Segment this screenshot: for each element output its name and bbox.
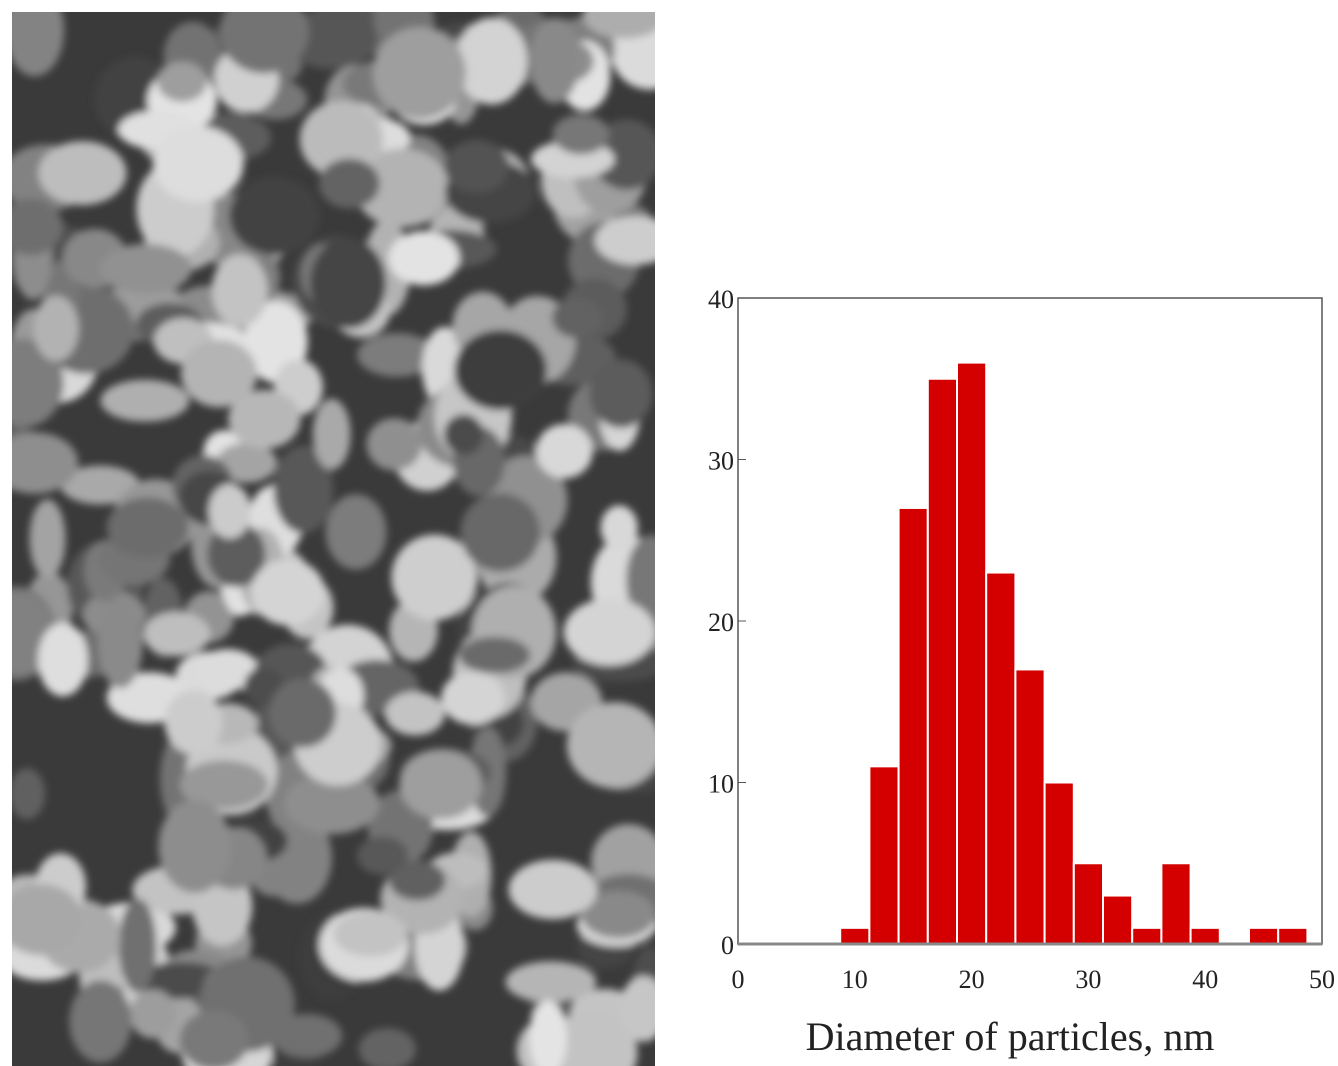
particle: [157, 62, 207, 102]
particle: [444, 414, 483, 454]
page: Diameter of particles, nm 0 10 20 30 40 0 10 20…: [0, 0, 1338, 1066]
particle: [509, 860, 598, 919]
particle: [506, 961, 597, 1002]
particle: [209, 484, 251, 539]
bar: [957, 363, 986, 944]
particle: [333, 911, 407, 956]
particle: [158, 800, 231, 893]
particle: [100, 244, 192, 293]
particle: [251, 559, 325, 625]
bar: [1249, 928, 1278, 944]
particle: [107, 498, 189, 557]
particle: [460, 493, 540, 571]
y-tick-label: 0: [721, 931, 734, 960]
particle: [552, 298, 603, 338]
particle: [601, 505, 638, 550]
bar: [1045, 783, 1074, 945]
particle: [181, 340, 257, 407]
particle: [269, 679, 336, 748]
y-tick-label: 10: [708, 770, 734, 799]
particle: [620, 976, 667, 1042]
particle: [130, 990, 177, 1039]
particle: [326, 494, 387, 569]
x-tick-label: 10: [842, 965, 868, 994]
particle: [319, 159, 380, 209]
particle: [98, 599, 143, 688]
particle: [153, 126, 244, 201]
particle: [454, 330, 547, 410]
particle: [357, 836, 408, 874]
x-tick-label: 0: [732, 965, 745, 994]
particle: [385, 692, 445, 736]
figure: Diameter of particles, nm 0 10 20 30 40 0 10 20…: [0, 0, 1338, 1066]
particle: [229, 177, 319, 255]
particle: [444, 140, 509, 193]
micrograph: [0, 0, 691, 1066]
particle: [313, 399, 351, 470]
x-tick-label: 50: [1309, 965, 1335, 994]
bar: [1191, 928, 1220, 944]
particle: [0, 884, 83, 955]
bar: [928, 379, 957, 944]
bar: [1015, 669, 1044, 944]
x-tick-label: 20: [959, 965, 985, 994]
particle: [564, 599, 655, 666]
particle: [459, 637, 530, 673]
particle: [595, 216, 677, 265]
particle: [212, 254, 268, 327]
particle: [33, 296, 78, 361]
y-tick-label: 30: [708, 447, 734, 476]
particle: [69, 980, 131, 1062]
x-tick-label: 40: [1192, 965, 1218, 994]
particle: [165, 690, 223, 754]
x-tick-label: 30: [1075, 965, 1101, 994]
bar: [840, 928, 869, 944]
bar: [899, 508, 928, 944]
bar: [869, 766, 898, 944]
bar: [986, 573, 1015, 944]
particle: [119, 899, 156, 993]
particle: [29, 499, 65, 578]
particle: [456, 18, 527, 105]
bar: [1278, 928, 1307, 944]
bar: [1103, 896, 1132, 944]
particle: [536, 424, 593, 478]
particle: [38, 623, 88, 697]
particle: [143, 612, 210, 656]
particle: [38, 141, 126, 205]
particle: [9, 768, 45, 819]
bar: [1161, 863, 1190, 944]
particle: [553, 114, 610, 154]
y-tick-label: 40: [708, 285, 734, 314]
particle: [590, 359, 653, 427]
bar: [1074, 863, 1103, 944]
y-tick-label: 20: [708, 608, 734, 637]
particle: [567, 702, 662, 788]
x-axis-label: Diameter of particles, nm: [806, 1014, 1215, 1059]
particle: [310, 238, 385, 328]
particle: [0, 199, 63, 256]
particle: [441, 671, 504, 724]
particle: [530, 18, 579, 103]
particle: [373, 27, 466, 119]
particle: [101, 380, 190, 422]
particle: [399, 750, 482, 819]
bar: [1132, 928, 1161, 944]
particle: [388, 231, 459, 285]
particle: [367, 418, 422, 470]
